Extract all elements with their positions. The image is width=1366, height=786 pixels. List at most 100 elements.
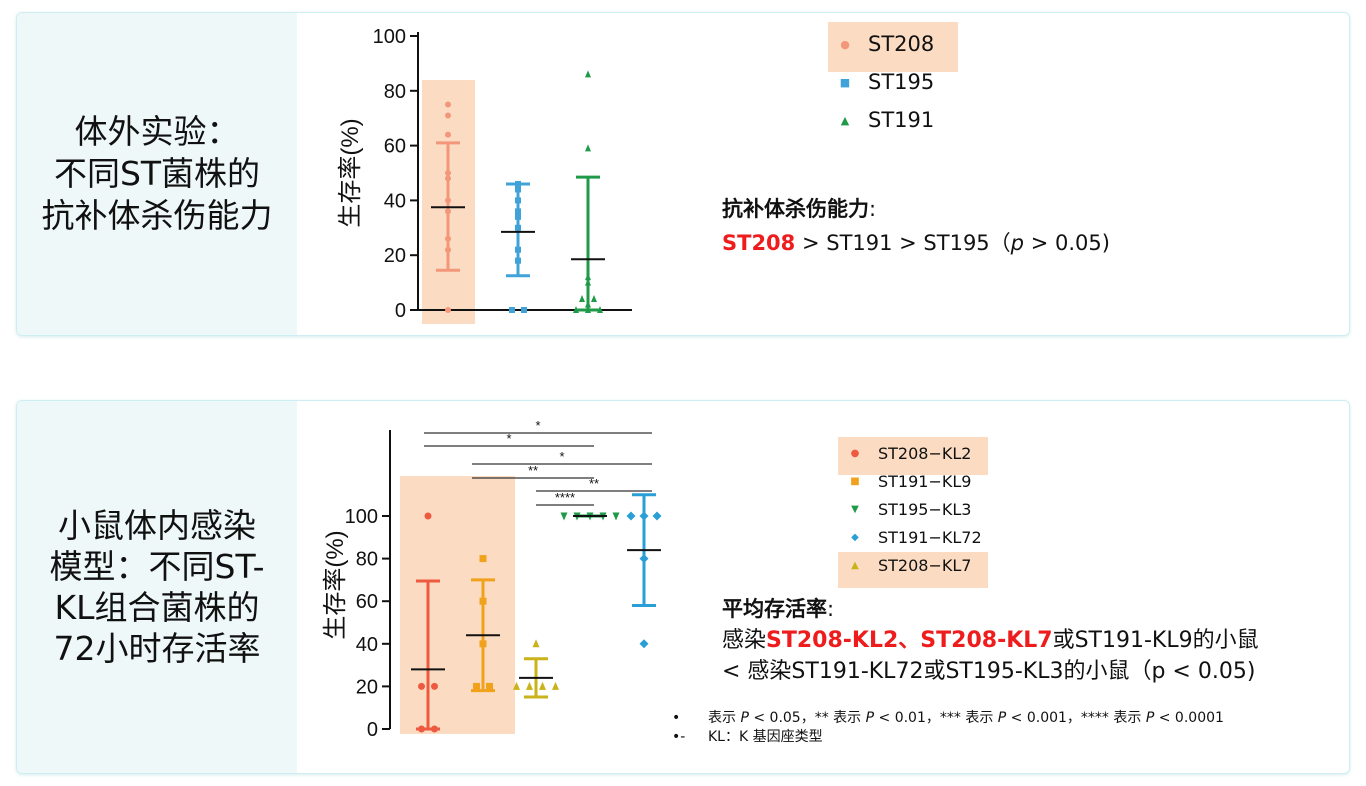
legend-marker-icon: ▲ [851,560,859,571]
legend-marker-icon: ● [850,448,860,459]
y-axis-label: 生存率(%) [337,118,364,227]
side-title-line: 抗补体杀伤能力 [41,196,273,235]
data-point [479,555,487,563]
bullet: • [672,710,681,726]
data-point [509,307,515,313]
bullet: •- [672,729,686,745]
y-tick-label: 20 [384,245,406,267]
y-axis: 0 20 40 60 80 100 [373,26,632,322]
in-vitro-side-title-box: 体外实验： 不同ST菌株的 抗补体杀伤能力 [17,13,297,335]
data-point [532,639,540,648]
significance-label: ** [589,476,599,491]
legend-marker-icon: ▲ [840,113,850,127]
footnote-significance: • 表示 P < 0.05，** 表示 P < 0.01，*** 表示 P < … [672,709,1224,728]
significance-label: * [559,449,564,464]
legend-item: ▲ ST208−KL7 [842,556,971,575]
data-point [513,681,520,690]
in-vitro-finding: 抗补体杀伤能力: ST208 > ST191 > ST195（p > 0.05) [722,192,1110,260]
significance-label: **** [555,490,575,505]
legend-item: ▲ ST191 [832,108,934,132]
legend-item: ● ST208−KL2 [842,444,972,463]
data-point [639,639,649,649]
in-vivo-side-title: 小鼠体内感染 模型：不同ST- KL组合菌株的 72小时存活率 [50,505,265,669]
data-point [445,307,451,313]
finding-p-symbol: p [1010,231,1025,255]
data-point [526,681,533,690]
legend-marker-icon: ▼ [851,504,859,515]
side-title-line: 小鼠体内感染 [57,506,256,545]
data-point [552,681,559,690]
data-point [418,682,425,690]
legend-marker-icon: ■ [850,476,860,487]
y-tick-label: 40 [384,190,406,212]
y-tick-label: 0 [395,300,406,322]
data-point [612,512,620,521]
finding-suffix: 或ST191-KL9的小鼠 [1052,628,1259,653]
data-point [521,307,527,313]
y-tick-label: 60 [356,591,378,613]
legend-marker-icon: ◆ [851,532,859,543]
data-point [445,131,451,138]
finding-colon: : [827,597,835,621]
finding-line2: < 感染ST191-KL72或ST195-KL3的小鼠（p < 0.05) [722,659,1256,684]
legend-highlight-st208 [828,22,958,72]
y-tick-label: 80 [384,81,406,103]
legend-label: ST195−KL3 [878,500,972,519]
in-vivo-side-title-box: 小鼠体内感染 模型：不同ST- KL组合菌株的 72小时存活率 [17,401,297,773]
data-point [445,101,451,108]
data-point [585,144,591,152]
finding-colon: : [869,197,877,221]
data-point [424,512,432,520]
y-axis: 0 20 40 60 80 100 [345,430,391,741]
legend-label: ST208−KL7 [878,556,972,575]
significance-brackets: *********** [424,418,652,506]
side-title-line: KL组合菌株的 [54,588,260,627]
finding-strains-red: ST208-KL2、ST208-KL7 [766,628,1053,653]
data-point [591,295,597,303]
finding-prefix: 感染 [722,628,767,653]
significance-label: * [506,431,511,446]
data-point [585,70,591,78]
legend-label: ST191−KL9 [878,472,972,491]
finding-title: 平均存活率 [722,597,827,621]
legend-item: ■ ST191−KL9 [842,472,971,491]
legend-label: ST208−KL2 [878,444,972,463]
legend-marker-icon: ● [840,37,850,51]
side-title-line: 体外实验： [74,112,240,151]
finding-strain-red: ST208 [722,231,796,255]
y-tick-label: 80 [356,549,378,571]
in-vitro-side-title: 体外实验： 不同ST菌株的 抗补体杀伤能力 [42,111,273,237]
data-point [579,295,585,303]
data-point [539,681,546,690]
kl-highlight-band [400,476,515,734]
y-axis-label: 生存率(%) [322,530,349,639]
footnote-text: 表示 P < 0.05，** 表示 P < 0.01，*** 表示 P < 0.… [708,710,1224,726]
legend-label: ST195 [868,70,935,94]
chart-marks [411,493,662,733]
y-tick-label: 60 [384,136,406,158]
side-title-line: 72小时存活率 [53,629,261,668]
legend-item: ■ ST195 [832,70,934,94]
legend-item: ◆ ST191−KL72 [842,528,982,547]
data-point [652,511,662,521]
side-title-line: 不同ST菌株的 [53,154,261,193]
legend-highlight-st208-kl2 [838,437,988,475]
data-point [431,682,438,690]
data-point [486,682,493,690]
y-tick-label: 40 [356,634,378,656]
legend-highlight-st208-kl7 [838,552,988,588]
legend-item: ▼ ST195−KL3 [842,500,971,519]
data-point [473,682,480,690]
in-vivo-panel: 小鼠体内感染 模型：不同ST- KL组合菌株的 72小时存活率 [16,400,1350,774]
chart-marks [431,70,605,313]
data-point [560,512,568,521]
data-point [626,511,636,521]
footnote-kl: •- KL：K 基因座类型 [672,728,1224,747]
footnotes: • 表示 P < 0.05，** 表示 P < 0.01，*** 表示 P < … [672,709,1224,747]
in-vivo-finding: 平均存活率: 感染ST208-KL2、ST208-KL7或ST191-KL9的小… [722,594,1259,687]
side-title-line: 模型：不同ST- [49,547,265,586]
data-point [445,112,451,119]
finding-title: 抗补体杀伤能力 [722,197,869,221]
finding-p-value: > 0.05) [1024,231,1110,255]
